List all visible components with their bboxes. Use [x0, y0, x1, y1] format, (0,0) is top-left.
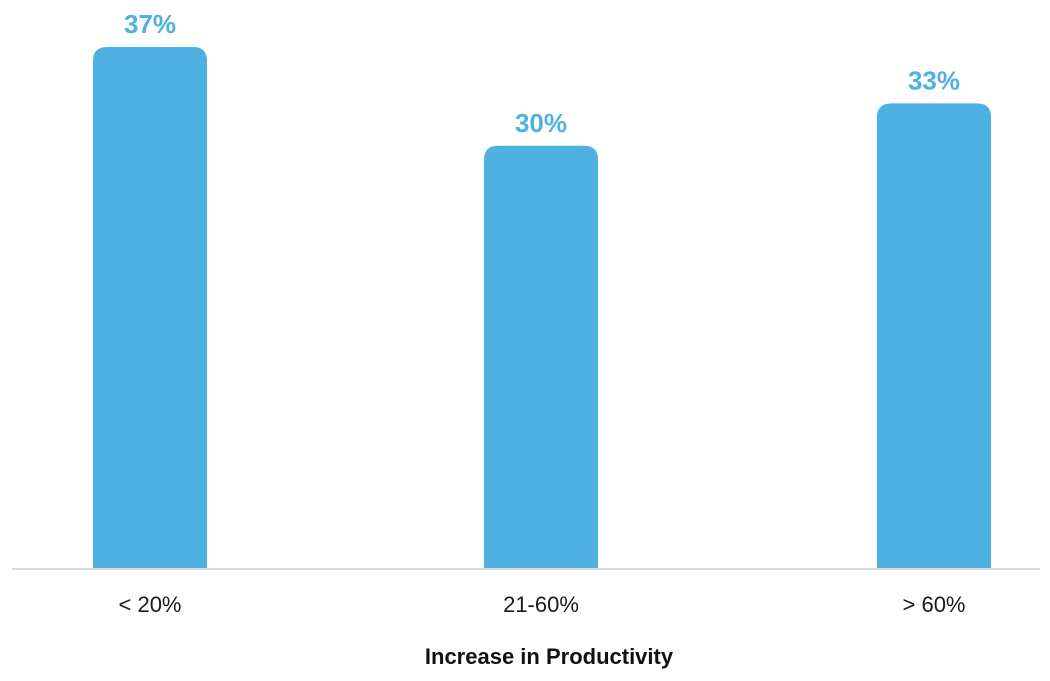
x-tick-label-2: 21-60%: [503, 592, 579, 617]
x-tick-label-1: < 20%: [119, 592, 182, 617]
value-label-3: 33%: [908, 65, 960, 95]
x-tick-labels-group: < 20% 21-60% > 60%: [119, 592, 966, 617]
bar-2: [484, 145, 598, 569]
x-tick-label-3: > 60%: [903, 592, 966, 617]
value-label-2: 30%: [515, 108, 567, 138]
bar-3: [877, 103, 991, 569]
value-labels-group: 37% 30% 33%: [124, 9, 960, 138]
value-label-1: 37%: [124, 9, 176, 39]
bar-1: [93, 47, 207, 569]
bars-group: [93, 47, 991, 569]
x-axis-title: Increase in Productivity: [425, 644, 674, 669]
